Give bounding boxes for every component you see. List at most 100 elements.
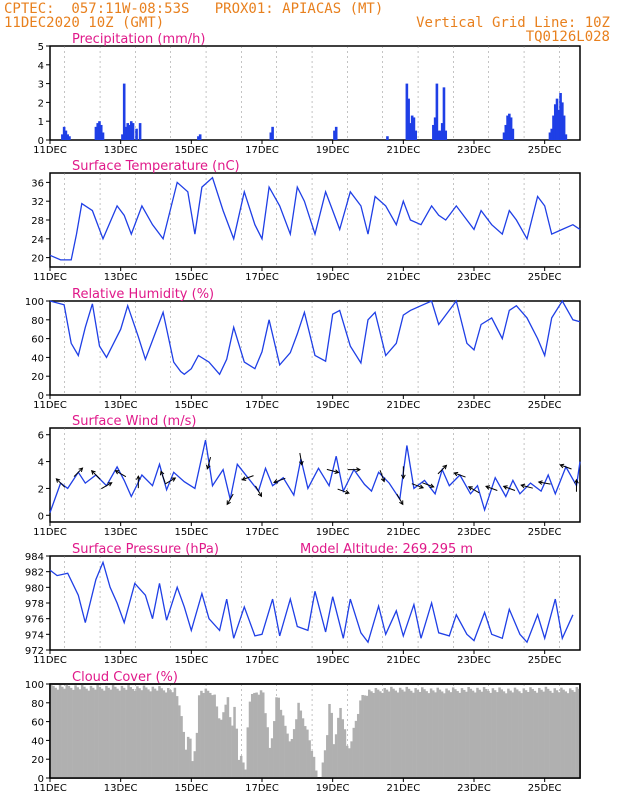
x-tick-label: 19DEC (316, 527, 350, 538)
cloud-bar (562, 689, 565, 778)
cloud-bar (500, 689, 504, 778)
cloud-bar (403, 691, 406, 778)
panel-rh: 0 20 40 60 80 100 11DEC 13DEC 15DEC 17DEC 19DEC 21D… (25, 287, 581, 411)
cloud-bar (407, 688, 411, 778)
precip-bar (444, 130, 448, 140)
x-tick-label: 21DEC (386, 145, 420, 156)
x-tick-label: 21DEC (386, 400, 420, 411)
cloud-bar (213, 694, 216, 778)
wind-arrow-head (344, 489, 350, 495)
precip-bar (197, 136, 200, 140)
cloud-bar (67, 685, 71, 778)
y-tick-label: 20 (31, 755, 44, 766)
wind-arrow (520, 483, 533, 489)
wind-arrow-head (107, 482, 113, 487)
wind-arrow-head (442, 464, 448, 470)
precip-bar (64, 130, 68, 140)
cloud-bar (118, 690, 121, 778)
precip-bar (138, 123, 142, 140)
cloud-bar (173, 687, 177, 778)
precip-bar (548, 132, 552, 140)
cloud-bar (286, 733, 289, 778)
cloud-bar (529, 687, 532, 778)
wind-arrow-head (257, 492, 262, 498)
precip-bar (414, 130, 417, 140)
cloud-bar (85, 688, 88, 778)
wind-arrow-shaft (396, 493, 404, 505)
cloud-bar (549, 690, 552, 778)
wind-arrow-shaft (437, 465, 447, 475)
cloud-bar (169, 690, 172, 778)
wind-arrow-shaft (379, 470, 385, 482)
precip-bar (439, 130, 442, 140)
cloud-bar (195, 732, 199, 778)
y-tick-label: 100 (25, 680, 44, 691)
cloud-bar (511, 692, 515, 778)
wind-arrow-shaft (206, 456, 212, 469)
y-tick-label: 0 (38, 774, 44, 785)
cloud-bar (557, 692, 561, 778)
cloud-bar (290, 738, 294, 778)
cloud-bar (359, 700, 362, 778)
cloud-bar (151, 686, 155, 778)
cloud-bar (182, 731, 186, 778)
precip-bar (502, 132, 506, 140)
cloud-bar (352, 727, 356, 778)
y-tick-label: 20 (31, 254, 44, 265)
cloud-bar (491, 688, 495, 778)
cloud-bar (485, 688, 488, 778)
cloud-bar (127, 685, 130, 778)
x-tick-label: 25DEC (528, 527, 562, 538)
panel-wind: 0 2 4 6 11DEC 13DEC 15DEC 17DEC 19DEC 21DEC 23DEC 2… (33, 414, 581, 538)
cloud-bar (222, 712, 225, 778)
x-tick-label: 11DEC (33, 655, 67, 666)
precip-bar (409, 123, 412, 140)
cloud-bar (531, 689, 534, 778)
wind-arrow-shaft (503, 485, 516, 491)
wind-arrow (411, 483, 425, 489)
x-tick-label: 11DEC (33, 145, 67, 156)
cloud-bar (147, 689, 150, 778)
x-tick-label: 23DEC (457, 655, 491, 666)
cloud-bar (434, 692, 437, 778)
precip-bar (135, 128, 138, 140)
cloud-bar (61, 686, 64, 778)
cloud-bar (162, 690, 166, 778)
x-tick-label: 21DEC (386, 272, 420, 283)
wind-arrow-shaft (411, 483, 424, 489)
cloud-bar (409, 690, 413, 778)
y-tick-label: 80 (31, 316, 44, 327)
cloud-bar (383, 687, 386, 778)
panel-frame (49, 300, 581, 396)
cloud-bar (242, 762, 245, 778)
cloud-bar (504, 693, 508, 778)
precip-bar (96, 123, 99, 140)
cloud-bar (405, 686, 409, 778)
cloud-bar (370, 691, 373, 778)
series-line (49, 299, 581, 376)
cloud-bar (262, 692, 265, 778)
cloud-bar (381, 692, 384, 778)
cloud-bar (109, 689, 113, 778)
x-tick-label: 23DEC (457, 400, 491, 411)
wind-arrow-head (356, 467, 361, 472)
cloud-bar (270, 738, 274, 778)
wind-arrow-head (273, 479, 279, 484)
cloud-bar (105, 685, 108, 778)
wind-arrow (159, 470, 166, 483)
cloud-bar (361, 694, 364, 778)
precip-bar (333, 130, 336, 140)
precip-bar (552, 115, 555, 140)
cloud-bar (568, 688, 572, 778)
precip-bar (410, 115, 414, 140)
cloud-bar (204, 688, 208, 778)
y-tick-label: 0 (38, 391, 44, 402)
precip-bar (121, 134, 124, 140)
cloud-bar (493, 690, 497, 778)
wind-arrow-shaft (255, 485, 262, 497)
y-tick-label: 2 (38, 484, 44, 495)
cloud-bar (372, 692, 375, 778)
precip-bar (435, 83, 439, 140)
wind-arrow (537, 480, 551, 485)
